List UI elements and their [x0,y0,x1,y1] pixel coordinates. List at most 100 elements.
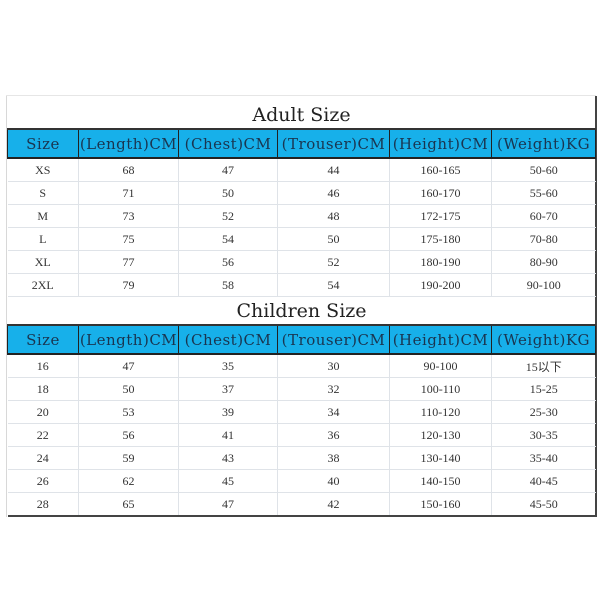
table-cell: 50 [277,227,390,251]
table-cell: 60-70 [491,204,596,228]
children-size-table: Children Size Size (Length)CM (Chest)CM (Tr… [7,297,597,517]
table-row: 18 50 37 32 100-110 15-25 [7,377,596,401]
table-cell: 90-100 [389,354,492,378]
table-cell: 55-60 [491,181,596,205]
table-row: L 75 54 50 175-180 70-80 [7,227,596,251]
table-row: 2XL 79 58 54 190-200 90-100 [7,273,596,297]
table-cell: M [7,204,79,228]
column-header: (Weight)KG [490,129,597,159]
children-size-title: Children Size [7,297,596,326]
table-cell: 73 [78,204,179,228]
table-cell: 15-25 [491,377,596,401]
table-cell: 47 [178,158,278,182]
table-cell: 53 [78,400,179,424]
table-row: 26 62 45 40 140-150 40-45 [7,469,596,493]
table-cell: 52 [277,250,390,274]
table-cell: 65 [78,492,179,517]
table-row: 20 53 39 34 110-120 25-30 [7,400,596,424]
table-cell: 71 [78,181,179,205]
table-cell: 54 [277,273,390,297]
column-header: (Trouser)CM [277,129,390,159]
table-cell: 150-160 [389,492,492,517]
column-header: (Trouser)CM [277,325,390,355]
table-cell: 140-150 [389,469,492,493]
table-cell: 175-180 [389,227,492,251]
table-row: S 71 50 46 160-170 55-60 [7,181,596,205]
table-cell: 50-60 [491,158,596,182]
table-cell: 44 [277,158,390,182]
table-cell: 35 [178,354,278,378]
table-row: XL 77 56 52 180-190 80-90 [7,250,596,274]
table-cell: 90-100 [491,273,596,297]
table-cell: S [7,181,79,205]
table-cell: 110-120 [389,400,492,424]
table-cell: L [7,227,79,251]
table-row: 24 59 43 38 130-140 35-40 [7,446,596,470]
table-cell: 56 [178,250,278,274]
table-cell: 25-30 [491,400,596,424]
column-header: (Weight)KG [490,325,597,355]
adult-size-title: Adult Size [7,96,596,130]
column-header: (Chest)CM [178,129,278,159]
table-row: 28 65 47 42 150-160 45-50 [7,492,596,517]
table-cell: 59 [78,446,179,470]
table-cell: 47 [178,492,278,517]
table-cell: 58 [178,273,278,297]
table-cell: 30 [277,354,390,378]
table-cell: XL [7,250,79,274]
table-cell: 45 [178,469,278,493]
table-cell: 160-170 [389,181,492,205]
table-cell: 32 [277,377,390,401]
table-cell: 34 [277,400,390,424]
column-header: (Height)CM [389,325,492,355]
table-cell: 80-90 [491,250,596,274]
table-cell: 2XL [7,273,79,297]
column-header: (Length)CM [78,325,179,355]
table-cell: 22 [7,423,79,447]
table-cell: 15以下 [491,354,596,378]
table-cell: 18 [7,377,79,401]
table-cell: 130-140 [389,446,492,470]
table-cell: 42 [277,492,390,517]
column-header: (Chest)CM [178,325,278,355]
table-cell: 36 [277,423,390,447]
table-cell: 35-40 [491,446,596,470]
table-cell: 50 [78,377,179,401]
column-header: Size [7,325,79,355]
table-cell: 16 [7,354,79,378]
table-cell: 54 [178,227,278,251]
top-border [6,95,596,96]
table-cell: 75 [78,227,179,251]
table-row: M 73 52 48 172-175 60-70 [7,204,596,228]
table-cell: 100-110 [389,377,492,401]
table-cell: 56 [78,423,179,447]
table-cell: 40-45 [491,469,596,493]
table-cell: 28 [7,492,79,517]
table-cell: 40 [277,469,390,493]
table-cell: 52 [178,204,278,228]
table-cell: 39 [178,400,278,424]
table-cell: 68 [78,158,179,182]
adult-header-row: Size (Length)CM (Chest)CM (Trouser)CM (Heigh… [7,129,597,159]
table-cell: 172-175 [389,204,492,228]
table-cell: 43 [178,446,278,470]
table-cell: 160-165 [389,158,492,182]
table-cell: 46 [277,181,390,205]
adult-size-table: Adult Size Size (Length)CM (Chest)CM (Trous… [7,96,597,297]
table-row: 22 56 41 36 120-130 30-35 [7,423,596,447]
table-cell: 38 [277,446,390,470]
size-chart: Adult Size Size (Length)CM (Chest)CM (Trous… [6,96,597,517]
column-header: (Height)CM [389,129,492,159]
table-cell: 30-35 [491,423,596,447]
table-cell: 41 [178,423,278,447]
table-cell: 120-130 [389,423,492,447]
table-cell: 190-200 [389,273,492,297]
table-cell: 45-50 [491,492,596,517]
column-header: (Length)CM [78,129,179,159]
table-row: 16 47 35 30 90-100 15以下 [7,354,596,378]
table-cell: 62 [78,469,179,493]
table-cell: 37 [178,377,278,401]
table-cell: 26 [7,469,79,493]
table-cell: 24 [7,446,79,470]
table-cell: 50 [178,181,278,205]
